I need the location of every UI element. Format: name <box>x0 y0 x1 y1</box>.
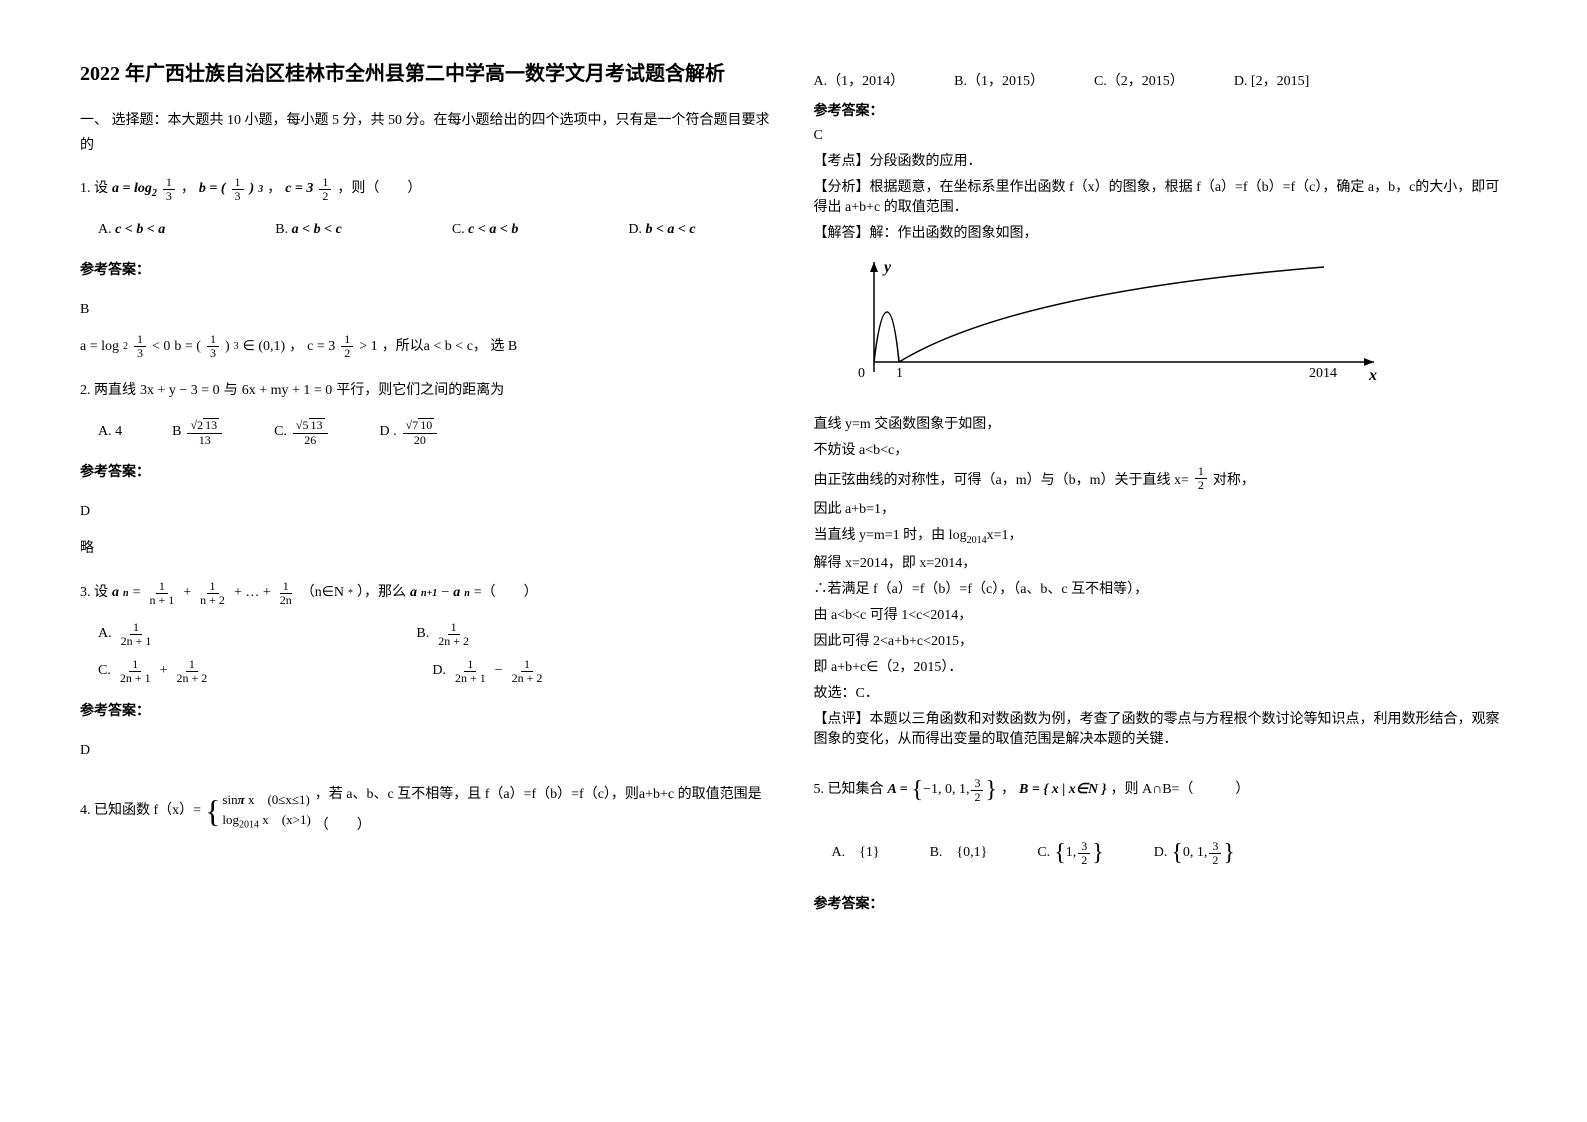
q1-solution: a = log2 13 < 0 b = ( 13 )3 ∈ (0,1) ， c … <box>80 332 774 363</box>
q2-ans-label: 参考答案： <box>80 458 774 489</box>
q2-choice-c: C. 51326 <box>274 417 329 448</box>
q1-choice-b: B. a < b < c <box>275 215 342 246</box>
q3-choice-c: C. 12n + 1 + 12n + 2 <box>98 656 212 687</box>
origin-label: 0 <box>858 366 865 381</box>
q2-prefix: 2. 两直线 <box>80 376 136 407</box>
q3-ans: D <box>80 736 774 767</box>
q5-choice-b: B. {0,1} <box>930 838 988 869</box>
y-label: y <box>882 259 892 276</box>
q1-choice-d: D. b < a < c <box>628 215 695 246</box>
q1-ans: B <box>80 295 774 326</box>
q1-choice-c: C. c < a < b <box>452 215 519 246</box>
question-5: 5. 已知集合 A = { −1, 0, 1, 32 } ， B = { x |… <box>814 764 1508 920</box>
doc-title: 2022 年广西壮族自治区桂林市全州县第二中学高一数学文月考试题含解析 <box>80 60 774 88</box>
q4-fx: 【分析】根据题意，在坐标系里作出函数 f（x）的图象，根据 f（a）=f（b）=… <box>814 176 1508 216</box>
sine-curve <box>874 312 899 362</box>
q4-ans-label: 参考答案： <box>814 100 1508 120</box>
x-arrow-icon <box>1364 358 1374 366</box>
question-4-stem: 4. 已知函数 f（x）= { sinπ x (0≤x≤1) log2014 x… <box>80 780 774 842</box>
q4-prefix: 4. 已知函数 f（x）= <box>80 796 201 827</box>
q4-s3: 由正弦曲线的对称性，可得（a，m）与（b，m）关于直线 x= 12 对称， <box>814 465 1508 492</box>
tick-2014-label: 2014 <box>1309 366 1337 381</box>
q4-dp: 【点评】本题以三角函数和对数函数为例，考查了函数的零点与方程根个数讨论等知识点，… <box>814 708 1508 748</box>
q5-choice-d: D. {0, 1, 32} <box>1154 827 1235 880</box>
q1-choices: A. c < b < a B. a < b < c C. c < a < b D… <box>98 215 774 246</box>
q4-s2: 不妨设 a<b<c， <box>814 439 1508 459</box>
q4-choice-c: C.（2，2015） <box>1094 70 1184 90</box>
q4-s5: 当直线 y=m=1 时，由 log2014x=1， <box>814 524 1508 546</box>
q4-s9: 因此可得 2<a+b+c<2015， <box>814 630 1508 650</box>
q3-choice-a: A. 12n + 1 <box>98 619 156 650</box>
q3-choice-b: B. 12n + 2 <box>416 619 474 650</box>
q1-a-frac: 13 <box>163 176 175 203</box>
q1-a: a = log2 <box>112 174 157 205</box>
graph-svg: y x 0 1 2014 <box>814 252 1394 392</box>
q2-ans: D <box>80 497 774 528</box>
q2-choice-d: D . 71020 <box>380 417 440 448</box>
q1-c: c = 3 <box>285 174 313 205</box>
q1-ans-label: 参考答案： <box>80 256 774 287</box>
q4-s6: 解得 x=2014，即 x=2014， <box>814 552 1508 572</box>
q4-s7: ∴若满足 f（a）=f（b）=f（c），（a、b、c 互不相等）， <box>814 578 1508 598</box>
q5-set-a: { −1, 0, 1, 32 } <box>912 764 997 817</box>
question-3: 3. 设 an = 1n + 1 + 1n + 2 + … + 12n （n∈N… <box>80 578 774 766</box>
q2-choice-a: A. 4 <box>98 417 122 448</box>
q4-s1: 直线 y=m 交函数图象于如图， <box>814 413 1508 433</box>
q2-choice-b: B 21313 <box>172 417 224 448</box>
q2-sol: 略 <box>80 534 774 565</box>
q5-choice-c: C. {1, 32} <box>1037 827 1103 880</box>
section-1-header: 一、 选择题：本大题共 10 小题，每小题 5 分，共 50 分。在每小题给出的… <box>80 108 774 158</box>
q4-piecewise: { sinπ x (0≤x≤1) log2014 x (x>1) <box>205 790 311 832</box>
q4-s8: 由 a<b<c 可得 1<c<2014， <box>814 604 1508 624</box>
q4-kd: 【考点】分段函数的应用． <box>814 150 1508 170</box>
y-arrow-icon <box>870 262 878 272</box>
q3-choice-d: D. 12n + 1 − 12n + 2 <box>432 656 547 687</box>
log-curve <box>899 267 1324 362</box>
q4-s4: 因此 a+b=1， <box>814 498 1508 518</box>
q4-choice-b: B.（1，2015） <box>954 70 1044 90</box>
q1-prefix: 1. 设 <box>80 174 108 205</box>
q5-set-b: B = { x | x∈N } <box>1019 775 1106 806</box>
q4-s11: 故选：C． <box>814 682 1508 702</box>
q1-b: b = ( <box>199 174 226 205</box>
tick-1-label: 1 <box>896 366 903 381</box>
q5-prefix: 5. 已知集合 <box>814 775 884 806</box>
q1-choice-a: A. c < b < a <box>98 215 165 246</box>
q2-choices: A. 4 B 21313 C. 51326 D . 71020 <box>98 417 774 448</box>
brace-icon: { <box>205 795 220 827</box>
q5-ans-label: 参考答案： <box>814 890 1508 921</box>
q5-choice-a: A. {1} <box>832 838 880 869</box>
q3-prefix: 3. 设 <box>80 578 108 609</box>
q4-choice-d: D. [2，2015] <box>1234 70 1309 90</box>
left-column: 2022 年广西壮族自治区桂林市全州县第二中学高一数学文月考试题含解析 一、 选… <box>80 60 774 935</box>
q5-choices: A. {1} B. {0,1} C. {1, 32} D. {0, 1, 32} <box>832 827 1508 880</box>
q1-b-frac: 13 <box>232 176 244 203</box>
x-label: x <box>1368 367 1377 384</box>
question-1: 1. 设 a = log2 13 ， b = ( 13 )3 ， c = 3 1… <box>80 174 774 362</box>
right-column: A.（1，2014） B.（1，2015） C.（2，2015） D. [2，2… <box>814 60 1508 935</box>
q4-choices: A.（1，2014） B.（1，2015） C.（2，2015） D. [2，2… <box>814 70 1508 90</box>
q4-ans: C <box>814 128 1508 144</box>
q4-choice-a: A.（1，2014） <box>814 70 905 90</box>
q4-graph: y x 0 1 2014 <box>814 252 1508 397</box>
q1-c-exp: 12 <box>319 176 331 203</box>
question-2: 2. 两直线 3x + y − 3 = 0 与 6x + my + 1 = 0 … <box>80 376 774 564</box>
q4-jd-pre: 【解答】解：作出函数的图象如图， <box>814 222 1508 242</box>
q3-ans-label: 参考答案： <box>80 697 774 728</box>
q4-s10: 即 a+b+c∈（2，2015）． <box>814 656 1508 676</box>
